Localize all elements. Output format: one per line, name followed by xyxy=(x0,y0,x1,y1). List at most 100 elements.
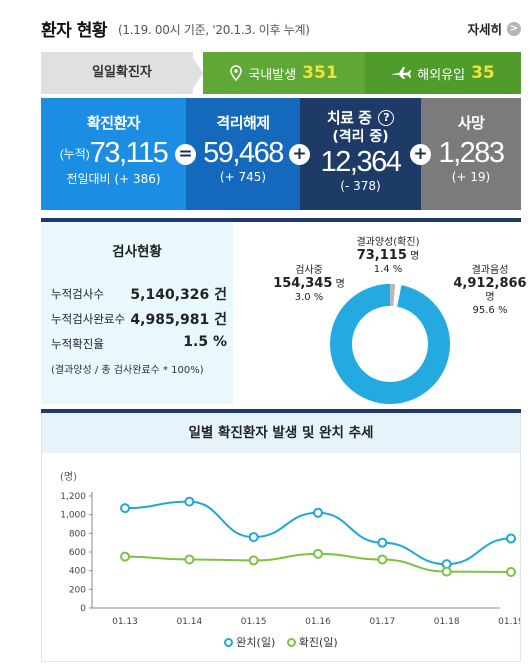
data-point xyxy=(313,548,323,559)
y-tick-label: 400 xyxy=(69,567,86,577)
more-label: 자세히 xyxy=(467,22,502,37)
end-value-label: 745 xyxy=(519,532,520,545)
death-title: 사망 xyxy=(457,114,485,132)
overseas-label: 해외유입 xyxy=(417,67,466,83)
page-title: 환자 현황 xyxy=(41,21,107,41)
daily-confirmed-label: 일일확진자 xyxy=(41,52,193,94)
legend-swatch xyxy=(286,637,296,647)
stats-row: 확진환자 (누적)73,115 전일대비 (+ 386) 격리해제 59,468… xyxy=(41,98,521,210)
confirmed-value: 73,115 xyxy=(89,137,169,169)
legend-item[interactable]: 확진(일) xyxy=(286,634,338,650)
released-delta: (+ 745) xyxy=(219,170,267,184)
data-point xyxy=(506,566,516,577)
trend-panel: 일별 확진환자 발생 및 완치 추세 (명) 0 200 400 600 800 1,000… xyxy=(41,409,521,662)
trend-chart: (명) 0 200 400 600 800 1,000 1,200 01.13 01.14 01.1… xyxy=(60,471,520,627)
positive-unit: 명 xyxy=(410,251,420,262)
test-donut-chart xyxy=(330,284,450,404)
positive-value: 73,115 xyxy=(356,248,407,263)
donut-hole xyxy=(352,306,428,382)
domestic-label: 국내발생 xyxy=(248,67,297,83)
x-tick-label: 01.18 xyxy=(434,617,460,627)
airplane-icon xyxy=(392,67,412,79)
x-tick-label: 01.15 xyxy=(241,617,267,627)
test-row-value: 1.5 % xyxy=(183,334,227,350)
test-row: 누적검사완료수 4,985,981 건 xyxy=(51,311,227,328)
y-tick-label: 200 xyxy=(69,585,86,595)
more-button[interactable]: 자세히 > xyxy=(467,19,521,38)
equals-icon: = xyxy=(175,144,196,165)
x-tick-label: 01.14 xyxy=(176,617,202,627)
origin-arrow xyxy=(189,52,203,94)
test-row: 누적확진율 1.5 % xyxy=(51,334,227,352)
test-row-label: 누적확진율 xyxy=(51,337,104,351)
negative-pct: 95.6 % xyxy=(472,305,508,316)
data-point xyxy=(184,496,195,507)
testing-value: 154,345 xyxy=(273,276,333,291)
y-tick-label: 1,000 xyxy=(60,511,86,521)
trend-title: 일별 확진환자 발생 및 완치 추세 xyxy=(42,413,520,453)
help-icon[interactable]: ? xyxy=(378,110,395,126)
treating-title: 치료 중 xyxy=(326,109,372,127)
testing-unit: 명 xyxy=(335,279,345,290)
data-point xyxy=(377,554,388,565)
test-row-value: 5,140,326 건 xyxy=(130,287,227,303)
stat-treating: 치료 중 ? (격리 중) 12,364 (- 378) xyxy=(300,98,421,210)
negative-label: 결과음성 xyxy=(471,265,509,276)
patient-status-widget: 환자 현황 (1.19. 00시 기준, '20.1.3. 이후 누계) 자세히… xyxy=(41,0,527,662)
treating-subtitle: (격리 중) xyxy=(332,129,389,145)
daily-origin-bar: 일일확진자 국내발생 351 해외유입 35 xyxy=(41,52,521,94)
legend-item[interactable]: 완치(일) xyxy=(224,634,275,650)
data-point xyxy=(120,503,130,514)
released-title: 격리해제 xyxy=(216,114,270,132)
x-tick-label: 01.17 xyxy=(369,617,395,627)
header: 환자 현황 (1.19. 00시 기준, '20.1.3. 이후 누계) 자세히… xyxy=(41,0,521,50)
test-row-label: 누적검사수 xyxy=(51,287,104,301)
chevron-right-icon: > xyxy=(507,21,521,36)
x-tick-label: 01.16 xyxy=(305,617,331,627)
test-status-panel: 검사현황 누적검사수 5,140,326 건 누적검사완료수 4,985,981… xyxy=(41,222,527,404)
y-tick-label: 1,200 xyxy=(60,492,86,502)
data-point xyxy=(248,532,259,543)
data-point xyxy=(506,533,516,544)
x-tick-label: 01.19 xyxy=(498,617,520,627)
y-tick-label: 0 xyxy=(80,604,86,614)
y-tick-label: 600 xyxy=(69,548,86,558)
trend-top-border xyxy=(41,409,521,413)
data-point xyxy=(377,537,388,548)
treating-delta: (- 378) xyxy=(340,179,381,193)
negative-label-block: 결과음성 4,912,866 명 95.6 % xyxy=(445,264,531,317)
test-title: 검사현황 xyxy=(112,244,162,260)
stat-released: 격리해제 59,468 (+ 745) xyxy=(186,98,300,210)
domestic-cases: 국내발생 351 xyxy=(203,52,365,94)
testing-pct: 3.0 % xyxy=(294,292,324,303)
legend-label: 확진(일) xyxy=(298,636,338,649)
data-point xyxy=(313,507,323,518)
testing-label: 검사중 xyxy=(295,265,323,276)
y-axis-label: (명) xyxy=(60,471,77,483)
data-point xyxy=(184,554,195,565)
data-point xyxy=(120,551,130,562)
legend-swatch xyxy=(224,637,234,647)
confirmed-prefix: (누적) xyxy=(59,147,90,161)
treating-value: 12,364 xyxy=(320,146,402,178)
stat-death: 사망 1,283 (+ 19) xyxy=(421,98,521,210)
overseas-value: 35 xyxy=(471,63,495,83)
overseas-cases: 해외유입 35 xyxy=(365,52,521,94)
confirmed-delta: 전일대비 (+ 386) xyxy=(66,172,161,186)
map-pin-icon xyxy=(230,65,243,81)
x-tick-label: 01.13 xyxy=(112,617,138,627)
negative-value: 4,912,866 xyxy=(453,276,527,291)
chart-legend: 완치(일) 확진(일) xyxy=(42,634,520,650)
page-subtitle: (1.19. 00시 기준, '20.1.3. 이후 누계) xyxy=(118,23,310,37)
test-row-value: 4,985,981 건 xyxy=(130,312,227,328)
confirmed-title: 확진환자 xyxy=(86,114,141,132)
y-tick-label: 800 xyxy=(69,529,86,539)
test-donut-area: 결과양성(확진) 73,115 명 1.4 % 검사중 154,345 명 3.… xyxy=(233,222,527,404)
death-delta: (+ 19) xyxy=(451,170,491,184)
stat-confirmed: 확진환자 (누적)73,115 전일대비 (+ 386) xyxy=(41,98,186,210)
end-value-label: 386 xyxy=(519,566,520,579)
test-row-label: 누적검사완료수 xyxy=(51,312,126,326)
positive-pct: 1.4 % xyxy=(373,264,403,275)
test-row: 누적검사수 5,140,326 건 xyxy=(51,286,227,303)
positive-label: 결과양성(확진) xyxy=(356,237,420,248)
